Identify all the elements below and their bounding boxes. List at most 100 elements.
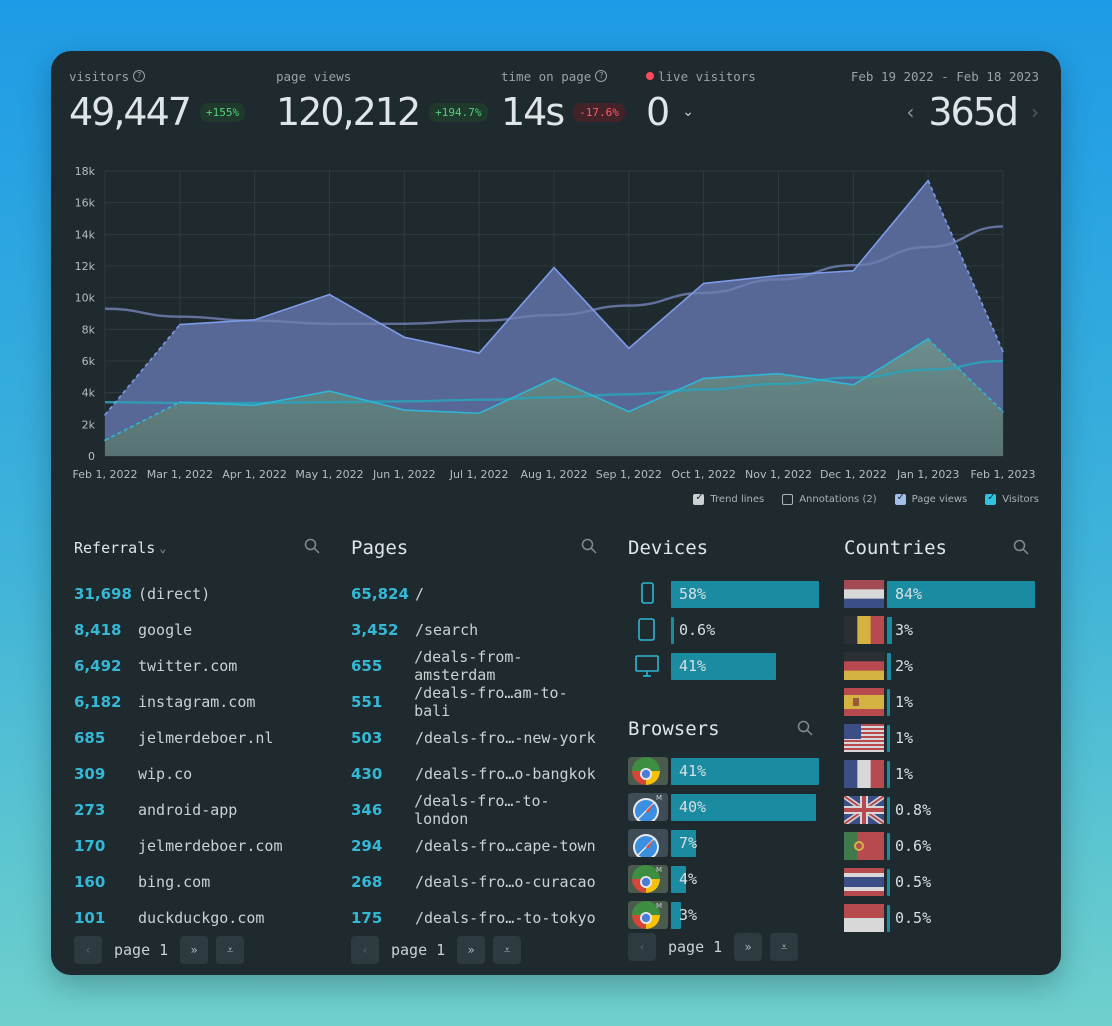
svg-text:M: M xyxy=(656,902,662,910)
list-item[interactable]: 503/deals-fro…-new-york xyxy=(351,720,601,756)
y-tick-label: 16k xyxy=(75,197,96,210)
data-point xyxy=(253,404,256,407)
legend-visitors[interactable]: Visitors xyxy=(985,492,1039,505)
search-icon[interactable] xyxy=(797,720,813,736)
expand-icon[interactable]: ⩡ xyxy=(493,936,522,964)
percentage-bar xyxy=(887,616,893,644)
percentage-value: 0.6% xyxy=(679,620,716,639)
date-range-text: Feb 19 2022 - Feb 18 2023 xyxy=(850,68,1039,84)
list-item[interactable]: 7% xyxy=(628,825,823,861)
visitors-checkbox[interactable] xyxy=(985,492,997,505)
next-page-icon[interactable]: » xyxy=(180,936,209,964)
next-period-icon[interactable]: › xyxy=(1031,100,1039,124)
previous-period-icon[interactable]: ‹ xyxy=(906,100,915,124)
percentage-value: 3% xyxy=(895,620,914,639)
previous-page-icon[interactable]: ‹ xyxy=(74,936,102,964)
list-item[interactable]: 3% xyxy=(844,612,1036,648)
time-on-page-stat[interactable]: time on page ? 14s -17.6% xyxy=(501,68,625,134)
live-visitors-value: 0 xyxy=(646,90,670,134)
item-label: /deals-fro…-new-york xyxy=(415,729,596,747)
list-item[interactable]: 84% xyxy=(844,576,1036,612)
data-point xyxy=(628,410,630,413)
annotations-checkbox[interactable] xyxy=(782,494,794,505)
search-icon[interactable] xyxy=(581,538,597,554)
list-item[interactable]: 3,452/search xyxy=(351,612,601,648)
visitors-stat[interactable]: visitors ? 49,447 +155% xyxy=(69,68,246,134)
referrals-title[interactable]: Referrals xyxy=(74,539,156,557)
list-item[interactable]: 2% xyxy=(844,648,1036,684)
list-item[interactable]: 685 jelmerdeboer.nl xyxy=(74,720,324,756)
list-item[interactable]: 273 android-app xyxy=(74,792,324,828)
percentage-value: 1% xyxy=(895,728,914,747)
data-point xyxy=(628,347,630,350)
percentage-value: 0.6% xyxy=(895,836,932,855)
list-item[interactable]: 1% xyxy=(844,756,1036,792)
list-item[interactable]: 1% xyxy=(844,720,1036,756)
search-icon[interactable] xyxy=(304,538,320,554)
list-item[interactable]: 268/deals-fro…o-curacao xyxy=(351,864,601,900)
item-label: /deals-fro…-to-london xyxy=(414,792,550,828)
list-item[interactable]: 0.8% xyxy=(842,792,1036,828)
item-count: 655 xyxy=(351,657,383,675)
list-item[interactable]: 160 bing.com xyxy=(74,864,324,900)
list-item[interactable]: 0.5% xyxy=(844,864,1036,900)
legend-page-views[interactable]: Page views xyxy=(894,492,967,505)
list-item[interactable]: 1% xyxy=(844,684,1036,720)
next-page-icon[interactable]: » xyxy=(457,936,486,964)
list-item[interactable]: M 4% xyxy=(628,861,823,897)
help-icon[interactable]: ? xyxy=(595,70,608,82)
list-item[interactable]: 31,698 (direct) xyxy=(74,576,324,612)
list-item[interactable]: 294/deals-fro…cape-town xyxy=(351,828,601,864)
traffic-chart[interactable]: 0 2k 4k 6k 8k 10k 12k 14k 16k 18k Feb 1, 2022 Mar 1… xyxy=(51,151,1061,536)
chevron-down-icon[interactable]: ⌄ xyxy=(682,104,694,120)
data-point xyxy=(553,266,555,269)
list-item[interactable]: 170 jelmerdeboer.com xyxy=(74,828,324,864)
list-item[interactable]: 430/deals-fro…o-bangkok xyxy=(351,756,601,792)
list-item[interactable]: 0.6% xyxy=(628,612,823,648)
trend-lines-checkbox[interactable] xyxy=(693,492,705,505)
percentage-value: 4% xyxy=(679,869,698,888)
legend-annotations[interactable]: Annotations (2) xyxy=(782,494,877,505)
list-item[interactable]: M 40% xyxy=(628,789,823,825)
page-views-checkbox[interactable] xyxy=(894,492,906,505)
list-item[interactable]: 41% xyxy=(628,648,823,684)
item-count: 160 xyxy=(74,873,106,891)
next-page-icon[interactable]: » xyxy=(734,933,763,961)
previous-page-icon[interactable]: ‹ xyxy=(628,933,656,961)
list-item[interactable]: 6,492 twitter.com xyxy=(74,648,324,684)
list-item[interactable]: 175/deals-fro…-to-tokyo xyxy=(351,900,601,936)
list-item[interactable]: 0.5% xyxy=(844,900,1036,936)
list-item[interactable]: M 3% xyxy=(628,897,823,933)
period-value[interactable]: 365d xyxy=(928,90,1019,134)
list-item[interactable]: 6,182 instagram.com xyxy=(74,684,324,720)
legend-trend-lines[interactable]: Trend lines xyxy=(693,492,764,505)
x-tick-label: May 1, 2022 xyxy=(295,468,363,481)
data-point xyxy=(1002,410,1004,413)
list-item[interactable]: 65,824 / xyxy=(351,576,601,612)
list-item[interactable]: 655/deals-from-amsterdam xyxy=(351,648,601,684)
help-icon[interactable]: ? xyxy=(133,70,146,82)
percentage-value: 3% xyxy=(679,905,698,924)
list-item[interactable]: 309 wip.co xyxy=(74,756,324,792)
list-item[interactable]: 101 duckduckgo.com xyxy=(74,900,324,936)
page-indicator: page 1 xyxy=(668,938,723,956)
expand-icon[interactable]: ⩡ xyxy=(216,936,245,964)
list-item[interactable]: 551/deals-fro…am-to-bali xyxy=(351,684,601,720)
chevron-down-icon[interactable]: ⌄ xyxy=(159,541,167,555)
item-count: 273 xyxy=(74,801,106,819)
list-item[interactable]: 41% xyxy=(628,753,823,789)
germany-flag xyxy=(844,652,884,681)
list-item[interactable]: 8,418 google xyxy=(74,612,324,648)
x-tick-label: Nov 1, 2022 xyxy=(745,468,812,481)
item-count: 101 xyxy=(74,909,106,927)
list-item[interactable]: 0.6% xyxy=(844,828,1036,864)
previous-page-icon[interactable]: ‹ xyxy=(351,936,379,964)
live-visitors-stat[interactable]: live visitors 0 ⌄ xyxy=(646,68,756,134)
expand-icon[interactable]: ⩡ xyxy=(770,933,799,961)
page-views-stat[interactable]: page views 120,212 +194.7% xyxy=(276,68,488,134)
percentage-value: 58% xyxy=(679,584,707,603)
chart-legend: Trend lines Annotations (2) Page views V… xyxy=(693,492,1039,505)
list-item[interactable]: 346/deals-fro…-to-london xyxy=(351,792,601,828)
list-item[interactable]: 58% xyxy=(628,576,823,612)
search-icon[interactable] xyxy=(1013,539,1029,555)
